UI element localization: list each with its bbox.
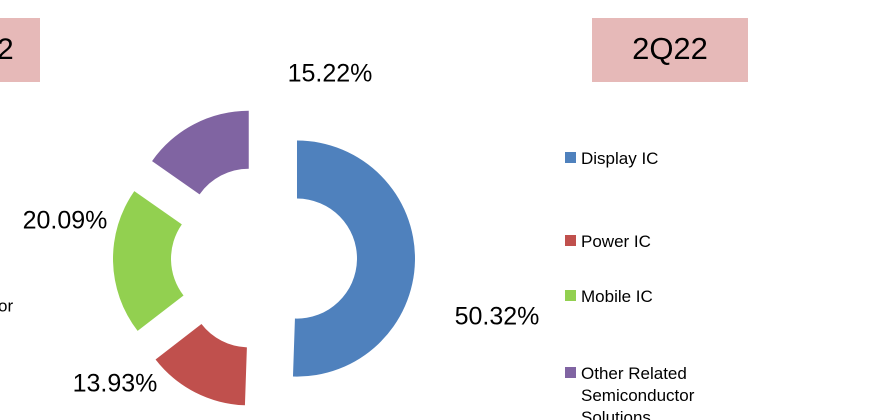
chart-title: 2Q22 — [632, 31, 708, 66]
legend-swatch — [565, 367, 576, 378]
legend-swatch — [565, 152, 576, 163]
legend-item: Other Related Semiconductor Solutions — [565, 363, 751, 420]
donut-segment — [113, 191, 184, 331]
legend-swatch — [565, 290, 576, 301]
legend-item: Display IC — [565, 148, 751, 170]
title-box — [592, 18, 748, 82]
legend-item: Power IC — [565, 231, 751, 253]
legend-item: Mobile IC — [565, 286, 751, 308]
legend-label: Display IC — [581, 149, 659, 168]
legend-label: Power IC — [581, 232, 651, 251]
data-label: 15.22% — [288, 60, 373, 88]
data-label: 50.32% — [455, 303, 540, 331]
legend-label: Mobile IC — [581, 287, 653, 306]
donut-segment — [155, 324, 247, 406]
previous-title-box — [0, 18, 40, 82]
previous-legend-fragment: or — [0, 296, 13, 315]
legend-swatch — [565, 235, 576, 246]
donut-segment — [292, 140, 415, 377]
donut-segment — [152, 110, 249, 195]
legend-label: Other Related Semiconductor Solutions — [581, 364, 695, 420]
previous-title-fragment: 2 — [0, 33, 14, 66]
data-label: 13.93% — [73, 370, 158, 398]
data-label: 20.09% — [23, 207, 108, 235]
